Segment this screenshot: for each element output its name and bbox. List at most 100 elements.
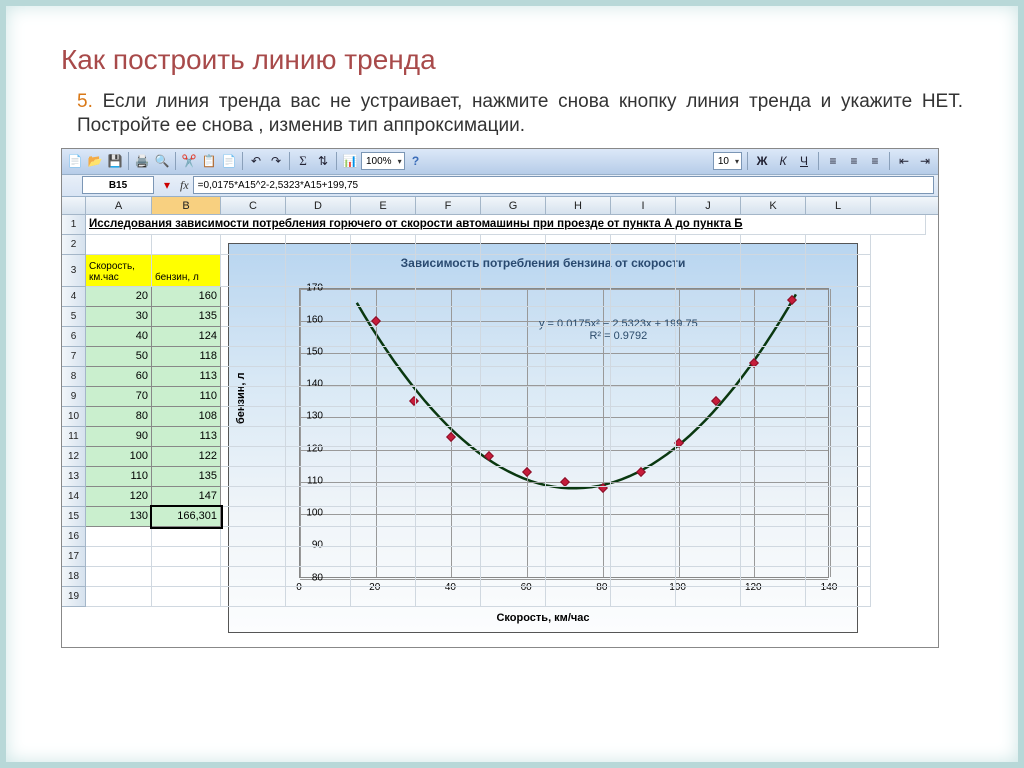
cell-I4[interactable] — [611, 287, 676, 307]
cell-K9[interactable] — [741, 387, 806, 407]
cell-I10[interactable] — [611, 407, 676, 427]
cell-J2[interactable] — [676, 235, 741, 255]
cell-E5[interactable] — [351, 307, 416, 327]
cell-F15[interactable] — [416, 507, 481, 527]
cell-K4[interactable] — [741, 287, 806, 307]
align-left-icon[interactable]: ≡ — [824, 152, 842, 170]
cell-A18[interactable] — [86, 567, 152, 587]
cell-I11[interactable] — [611, 427, 676, 447]
cell-K13[interactable] — [741, 467, 806, 487]
cell-K12[interactable] — [741, 447, 806, 467]
cell-A16[interactable] — [86, 527, 152, 547]
cell-C2[interactable] — [221, 235, 286, 255]
cell-L18[interactable] — [806, 567, 871, 587]
cell-E12[interactable] — [351, 447, 416, 467]
col-header-C[interactable]: C — [221, 197, 286, 214]
row-header-3[interactable]: 3 — [62, 255, 86, 287]
cell-I17[interactable] — [611, 547, 676, 567]
cell-F4[interactable] — [416, 287, 481, 307]
cell-J11[interactable] — [676, 427, 741, 447]
cell-J19[interactable] — [676, 587, 741, 607]
col-header-F[interactable]: F — [416, 197, 481, 214]
row-header-19[interactable]: 19 — [62, 587, 86, 607]
cell-C19[interactable] — [221, 587, 286, 607]
new-icon[interactable]: 📄 — [66, 152, 84, 170]
cell-B6[interactable]: 124 — [152, 327, 221, 347]
cell-E18[interactable] — [351, 567, 416, 587]
cell-L2[interactable] — [806, 235, 871, 255]
cell-K6[interactable] — [741, 327, 806, 347]
cell-L6[interactable] — [806, 327, 871, 347]
name-dropdown-icon[interactable]: ▾ — [158, 176, 176, 194]
cell-J7[interactable] — [676, 347, 741, 367]
fx-button[interactable]: fx — [180, 178, 189, 193]
cell-F11[interactable] — [416, 427, 481, 447]
cell-F13[interactable] — [416, 467, 481, 487]
cell-F16[interactable] — [416, 527, 481, 547]
cell-B12[interactable]: 122 — [152, 447, 221, 467]
cell-K19[interactable] — [741, 587, 806, 607]
cell-D15[interactable] — [286, 507, 351, 527]
cell-H2[interactable] — [546, 235, 611, 255]
paste-icon[interactable]: 📄 — [220, 152, 238, 170]
cell-A13[interactable]: 110 — [86, 467, 152, 487]
cell-D12[interactable] — [286, 447, 351, 467]
sort-icon[interactable]: ⇅ — [314, 152, 332, 170]
cell-I19[interactable] — [611, 587, 676, 607]
col-header-K[interactable]: K — [741, 197, 806, 214]
chart-icon[interactable]: 📊 — [341, 152, 359, 170]
cell-F2[interactable] — [416, 235, 481, 255]
cell-G5[interactable] — [481, 307, 546, 327]
cell-G16[interactable] — [481, 527, 546, 547]
cell-C18[interactable] — [221, 567, 286, 587]
cell-J10[interactable] — [676, 407, 741, 427]
col-header-H[interactable]: H — [546, 197, 611, 214]
cell-B2[interactable] — [152, 235, 221, 255]
cell-K17[interactable] — [741, 547, 806, 567]
cell-I14[interactable] — [611, 487, 676, 507]
cell-E4[interactable] — [351, 287, 416, 307]
cell-I7[interactable] — [611, 347, 676, 367]
cell-E9[interactable] — [351, 387, 416, 407]
cell-D3[interactable] — [286, 255, 351, 287]
cell-K10[interactable] — [741, 407, 806, 427]
cell-L10[interactable] — [806, 407, 871, 427]
name-box[interactable]: B15 — [82, 176, 154, 194]
cell-K11[interactable] — [741, 427, 806, 447]
row-header-7[interactable]: 7 — [62, 347, 86, 367]
row-header-17[interactable]: 17 — [62, 547, 86, 567]
cell-E17[interactable] — [351, 547, 416, 567]
cell-G15[interactable] — [481, 507, 546, 527]
cell-J6[interactable] — [676, 327, 741, 347]
cell-L3[interactable] — [806, 255, 871, 287]
cell-I13[interactable] — [611, 467, 676, 487]
underline-button[interactable]: Ч — [795, 152, 813, 170]
cell-H13[interactable] — [546, 467, 611, 487]
cell-H18[interactable] — [546, 567, 611, 587]
cell-E10[interactable] — [351, 407, 416, 427]
row-header-4[interactable]: 4 — [62, 287, 86, 307]
col-header-L[interactable]: L — [806, 197, 871, 214]
cell-I15[interactable] — [611, 507, 676, 527]
cell-B10[interactable]: 108 — [152, 407, 221, 427]
cell-L5[interactable] — [806, 307, 871, 327]
col-header-G[interactable]: G — [481, 197, 546, 214]
cell-C13[interactable] — [221, 467, 286, 487]
cell-E3[interactable] — [351, 255, 416, 287]
cell-D11[interactable] — [286, 427, 351, 447]
redo-icon[interactable]: ↷ — [267, 152, 285, 170]
cell-I12[interactable] — [611, 447, 676, 467]
row-header-8[interactable]: 8 — [62, 367, 86, 387]
cell-G19[interactable] — [481, 587, 546, 607]
cell-L16[interactable] — [806, 527, 871, 547]
cell-J9[interactable] — [676, 387, 741, 407]
cell-I16[interactable] — [611, 527, 676, 547]
cell-E8[interactable] — [351, 367, 416, 387]
print-icon[interactable]: 🖨️ — [133, 152, 151, 170]
cell-K7[interactable] — [741, 347, 806, 367]
cell-H4[interactable] — [546, 287, 611, 307]
cell-G12[interactable] — [481, 447, 546, 467]
cell-F18[interactable] — [416, 567, 481, 587]
row-header-5[interactable]: 5 — [62, 307, 86, 327]
cell-H6[interactable] — [546, 327, 611, 347]
